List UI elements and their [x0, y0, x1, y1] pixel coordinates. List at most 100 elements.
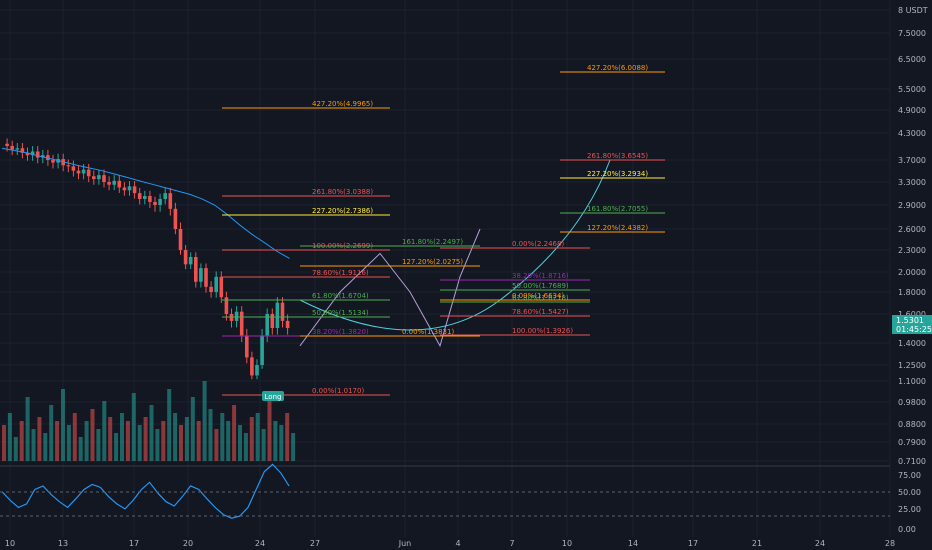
fib-label: 50.00%(1.5134) [312, 309, 369, 317]
countdown-value: 01:45:25 [896, 325, 932, 334]
fib-label: 61.80%(1.6704) [312, 292, 369, 300]
volume-bar [190, 397, 195, 461]
volume-bar [25, 397, 30, 461]
candle-body [209, 286, 213, 292]
volume-bar [249, 417, 254, 461]
volume-bar [279, 425, 284, 461]
price-tick-label: 3.3000 [898, 178, 926, 187]
volume-bar [173, 413, 178, 461]
candle-body [239, 311, 244, 336]
volume-bar [72, 413, 77, 461]
fib-label: 78.60%(1.9116) [312, 269, 369, 277]
candle-body [81, 169, 86, 174]
volume-bar [149, 405, 154, 461]
volume-bar [291, 433, 296, 461]
fib-label: 61.80%(1.6718) [512, 294, 569, 302]
time-axis[interactable]: 10 13 17 20 24 27 Jun 4 7 10 14 17 21 24 28 [5, 539, 895, 548]
price-axis[interactable]: 8 USDT 7.5000 6.5000 5.5000 4.9000 4.3000 3.70… [898, 6, 928, 534]
volume-bar [125, 421, 130, 461]
oscillator-line [1, 463, 290, 519]
candle-body [76, 170, 81, 174]
time-tick-label: 24 [815, 539, 825, 548]
time-tick-label: 13 [58, 539, 68, 548]
volume-bar [2, 425, 6, 461]
current-price-value: 1.5301 [896, 316, 924, 325]
time-tick-label: 14 [628, 539, 638, 548]
candle-body [66, 165, 71, 167]
fib-label: 127.20%(2.4382) [587, 224, 648, 232]
volume-bar [7, 413, 12, 461]
volume-bar [61, 389, 65, 461]
volume-bar [267, 397, 272, 461]
time-tick-label: 10 [562, 539, 572, 548]
volume-bar [84, 421, 89, 461]
candle-body [199, 268, 203, 282]
candle-body [127, 186, 132, 191]
price-tick-label: 1.2500 [898, 361, 926, 370]
time-tick-label: 4 [455, 539, 460, 548]
candle-body [15, 148, 20, 150]
current-price-box [892, 315, 932, 334]
price-tick-label: 8 USDT [898, 6, 928, 15]
candle-body [102, 175, 106, 182]
volume-bar [108, 417, 113, 461]
volume-bar [37, 417, 42, 461]
candle-body [51, 160, 55, 163]
candle-body [194, 256, 198, 282]
volume-bar [196, 421, 201, 461]
candle-body [280, 302, 285, 321]
volume-bar [261, 429, 266, 461]
volume-bar [90, 409, 95, 461]
time-tick-label: 10 [5, 539, 15, 548]
price-tick-label: 0.7100 [898, 457, 926, 466]
price-tick-label: 1.1000 [898, 377, 926, 386]
time-tick-label: 20 [183, 539, 193, 548]
price-tick-label: 2.6000 [898, 225, 926, 234]
price-tick-label: 0.8800 [898, 420, 926, 429]
long-label: Long [265, 393, 282, 401]
volume-bar [102, 401, 107, 461]
time-tick-label: 17 [688, 539, 698, 548]
long-badge [262, 391, 284, 401]
price-tick-label: 6.5000 [898, 55, 926, 64]
fib-label: 427.20%(6.0088) [587, 64, 648, 72]
fib-label: 227.20%(3.2934) [587, 170, 648, 178]
candle-body [168, 193, 173, 209]
candle-body [224, 297, 229, 314]
volume-bar [66, 425, 71, 461]
candle-body [255, 365, 259, 376]
price-tick-label: 1.8000 [898, 288, 926, 297]
volume-bars [2, 381, 296, 461]
candlesticks [5, 138, 290, 380]
volume-bar [43, 433, 48, 461]
price-tick-label: 1.6000 [898, 310, 926, 319]
volume-bar [78, 437, 83, 461]
candle-body [112, 180, 116, 185]
fib-label: 227.20%(2.7386) [312, 207, 373, 215]
time-tick-label: 24 [255, 539, 265, 548]
candle-body [25, 152, 30, 156]
volume-bar [255, 413, 260, 461]
candle-body [265, 314, 269, 336]
fib-label: 261.80%(3.0388) [312, 188, 373, 196]
candle-body [143, 196, 147, 199]
candle-body [270, 314, 275, 329]
fib-label: 0.00%(2.2468) [512, 240, 564, 248]
candle-body [71, 166, 76, 171]
fib-label: 78.60%(1.5427) [512, 308, 569, 316]
volume-bar [49, 405, 54, 461]
fib-label: 0.00%(1.6634) [512, 292, 564, 300]
volume-bar [161, 421, 166, 461]
time-tick-label: 21 [752, 539, 762, 548]
volume-bar [273, 421, 278, 461]
current-price-badge: 1.5301 01:45:25 [892, 315, 932, 334]
volume-bar [179, 425, 183, 461]
candle-body [20, 148, 25, 153]
candle-body [122, 187, 127, 191]
fib-label: 100.00%(1.3926) [512, 327, 573, 335]
candle-body [204, 268, 208, 287]
time-tick-label: 7 [509, 539, 514, 548]
price-tick-label: 5.5000 [898, 85, 926, 94]
candle-body [86, 169, 91, 177]
